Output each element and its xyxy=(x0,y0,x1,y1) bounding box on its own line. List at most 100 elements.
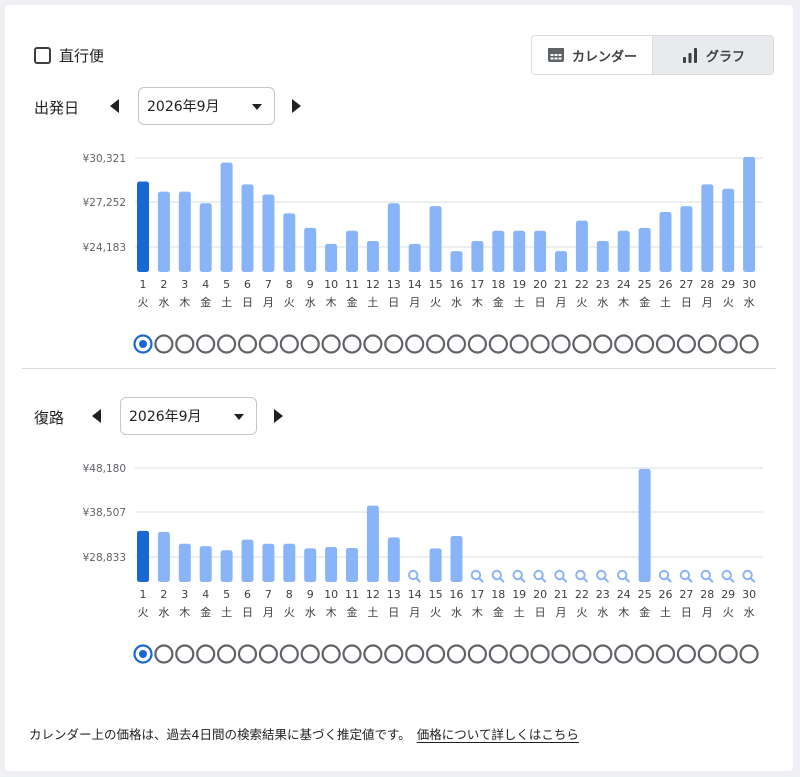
price-bar[interactable] xyxy=(429,548,442,582)
price-bar[interactable] xyxy=(450,251,463,272)
day-radio[interactable] xyxy=(697,334,717,354)
price-bar[interactable] xyxy=(178,191,191,272)
price-bar[interactable] xyxy=(450,535,463,582)
price-bar[interactable] xyxy=(325,547,338,582)
day-radio[interactable] xyxy=(405,644,425,664)
search-icon[interactable] xyxy=(679,569,693,583)
day-radio[interactable] xyxy=(175,334,195,354)
day-radio[interactable] xyxy=(384,334,404,354)
price-bar[interactable] xyxy=(638,227,651,272)
price-bar[interactable] xyxy=(534,230,547,272)
price-bar[interactable] xyxy=(743,156,756,272)
price-bar[interactable] xyxy=(199,546,212,582)
price-bar[interactable] xyxy=(178,543,191,582)
day-radio[interactable] xyxy=(446,644,467,664)
day-radio[interactable] xyxy=(426,644,446,664)
price-bar[interactable] xyxy=(617,230,630,272)
price-bar[interactable] xyxy=(596,240,609,272)
search-icon[interactable] xyxy=(512,569,526,583)
day-radio-selected[interactable] xyxy=(133,644,153,664)
price-bar[interactable] xyxy=(137,530,149,582)
day-radio[interactable] xyxy=(634,334,655,354)
outbound-next-month-button[interactable] xyxy=(292,99,301,113)
day-radio[interactable] xyxy=(739,644,759,664)
day-radio[interactable] xyxy=(342,334,362,354)
day-radio[interactable] xyxy=(279,334,299,354)
price-bar[interactable] xyxy=(680,206,693,272)
day-radio[interactable] xyxy=(718,334,738,354)
price-bar[interactable] xyxy=(157,531,170,582)
day-radio[interactable] xyxy=(342,644,362,664)
price-bar[interactable] xyxy=(283,543,296,582)
outbound-month-select[interactable]: 2026年9月 xyxy=(138,87,275,125)
day-radio[interactable] xyxy=(676,334,697,354)
day-radio[interactable] xyxy=(279,644,299,664)
search-icon[interactable] xyxy=(575,569,589,583)
direct-flight-filter[interactable]: 直行便 xyxy=(34,45,104,66)
price-info-link[interactable]: 価格について詳しくはこちら xyxy=(416,727,579,742)
day-radio[interactable] xyxy=(175,644,195,664)
price-bar[interactable] xyxy=(304,548,317,582)
day-radio[interactable] xyxy=(446,334,467,354)
day-radio[interactable] xyxy=(196,644,216,664)
day-radio[interactable] xyxy=(634,644,655,664)
day-radio[interactable] xyxy=(154,644,174,664)
price-bar[interactable] xyxy=(555,251,567,272)
price-bar[interactable] xyxy=(220,550,233,582)
price-bar[interactable] xyxy=(346,547,358,582)
day-radio[interactable] xyxy=(258,644,278,664)
outbound-prev-month-button[interactable] xyxy=(110,99,119,113)
price-bar[interactable] xyxy=(325,243,338,272)
day-radio[interactable] xyxy=(614,334,634,354)
return-month-select[interactable]: 2026年9月 xyxy=(120,397,257,435)
search-icon[interactable] xyxy=(700,569,714,583)
day-radio[interactable] xyxy=(467,644,487,664)
search-icon[interactable] xyxy=(617,569,630,583)
search-icon[interactable] xyxy=(470,569,484,583)
price-bar[interactable] xyxy=(283,213,296,272)
price-bar[interactable] xyxy=(387,537,400,582)
day-radio[interactable] xyxy=(509,334,529,354)
price-bar[interactable] xyxy=(157,191,170,272)
day-radio[interactable] xyxy=(300,644,320,664)
search-icon[interactable] xyxy=(658,569,672,583)
search-icon[interactable] xyxy=(408,569,421,583)
price-bar[interactable] xyxy=(575,220,588,272)
day-radio[interactable] xyxy=(697,644,717,664)
price-bar[interactable] xyxy=(408,243,421,272)
day-radio[interactable] xyxy=(217,644,237,664)
day-radio[interactable] xyxy=(426,334,446,354)
price-bar[interactable] xyxy=(366,505,379,582)
day-radio[interactable] xyxy=(258,334,278,354)
day-radio[interactable] xyxy=(593,644,613,664)
day-radio[interactable] xyxy=(530,644,550,664)
calendar-view-button[interactable]: カレンダー xyxy=(532,36,653,74)
day-radio[interactable] xyxy=(509,644,529,664)
day-radio[interactable] xyxy=(405,334,425,354)
price-bar[interactable] xyxy=(659,211,672,272)
day-radio[interactable] xyxy=(614,644,634,664)
day-radio[interactable] xyxy=(718,644,738,664)
day-radio[interactable] xyxy=(488,644,508,664)
search-icon[interactable] xyxy=(742,569,756,583)
day-radio[interactable] xyxy=(237,644,258,664)
price-bar[interactable] xyxy=(492,230,505,272)
day-radio[interactable] xyxy=(551,644,571,664)
day-radio[interactable] xyxy=(655,334,676,354)
day-radio[interactable] xyxy=(154,334,174,354)
price-bar[interactable] xyxy=(241,184,254,272)
price-bar[interactable] xyxy=(429,206,442,272)
day-radio[interactable] xyxy=(467,334,487,354)
price-bar[interactable] xyxy=(513,230,526,272)
day-radio-selected[interactable] xyxy=(133,334,153,354)
search-icon[interactable] xyxy=(533,569,547,583)
day-radio[interactable] xyxy=(530,334,550,354)
return-next-month-button[interactable] xyxy=(274,409,283,423)
day-radio[interactable] xyxy=(300,334,320,354)
return-prev-month-button[interactable] xyxy=(92,409,101,423)
graph-view-button[interactable]: グラフ xyxy=(653,36,773,74)
price-bar[interactable] xyxy=(366,240,379,272)
search-icon[interactable] xyxy=(596,569,609,583)
price-bar[interactable] xyxy=(701,184,714,272)
day-radio[interactable] xyxy=(655,644,676,664)
